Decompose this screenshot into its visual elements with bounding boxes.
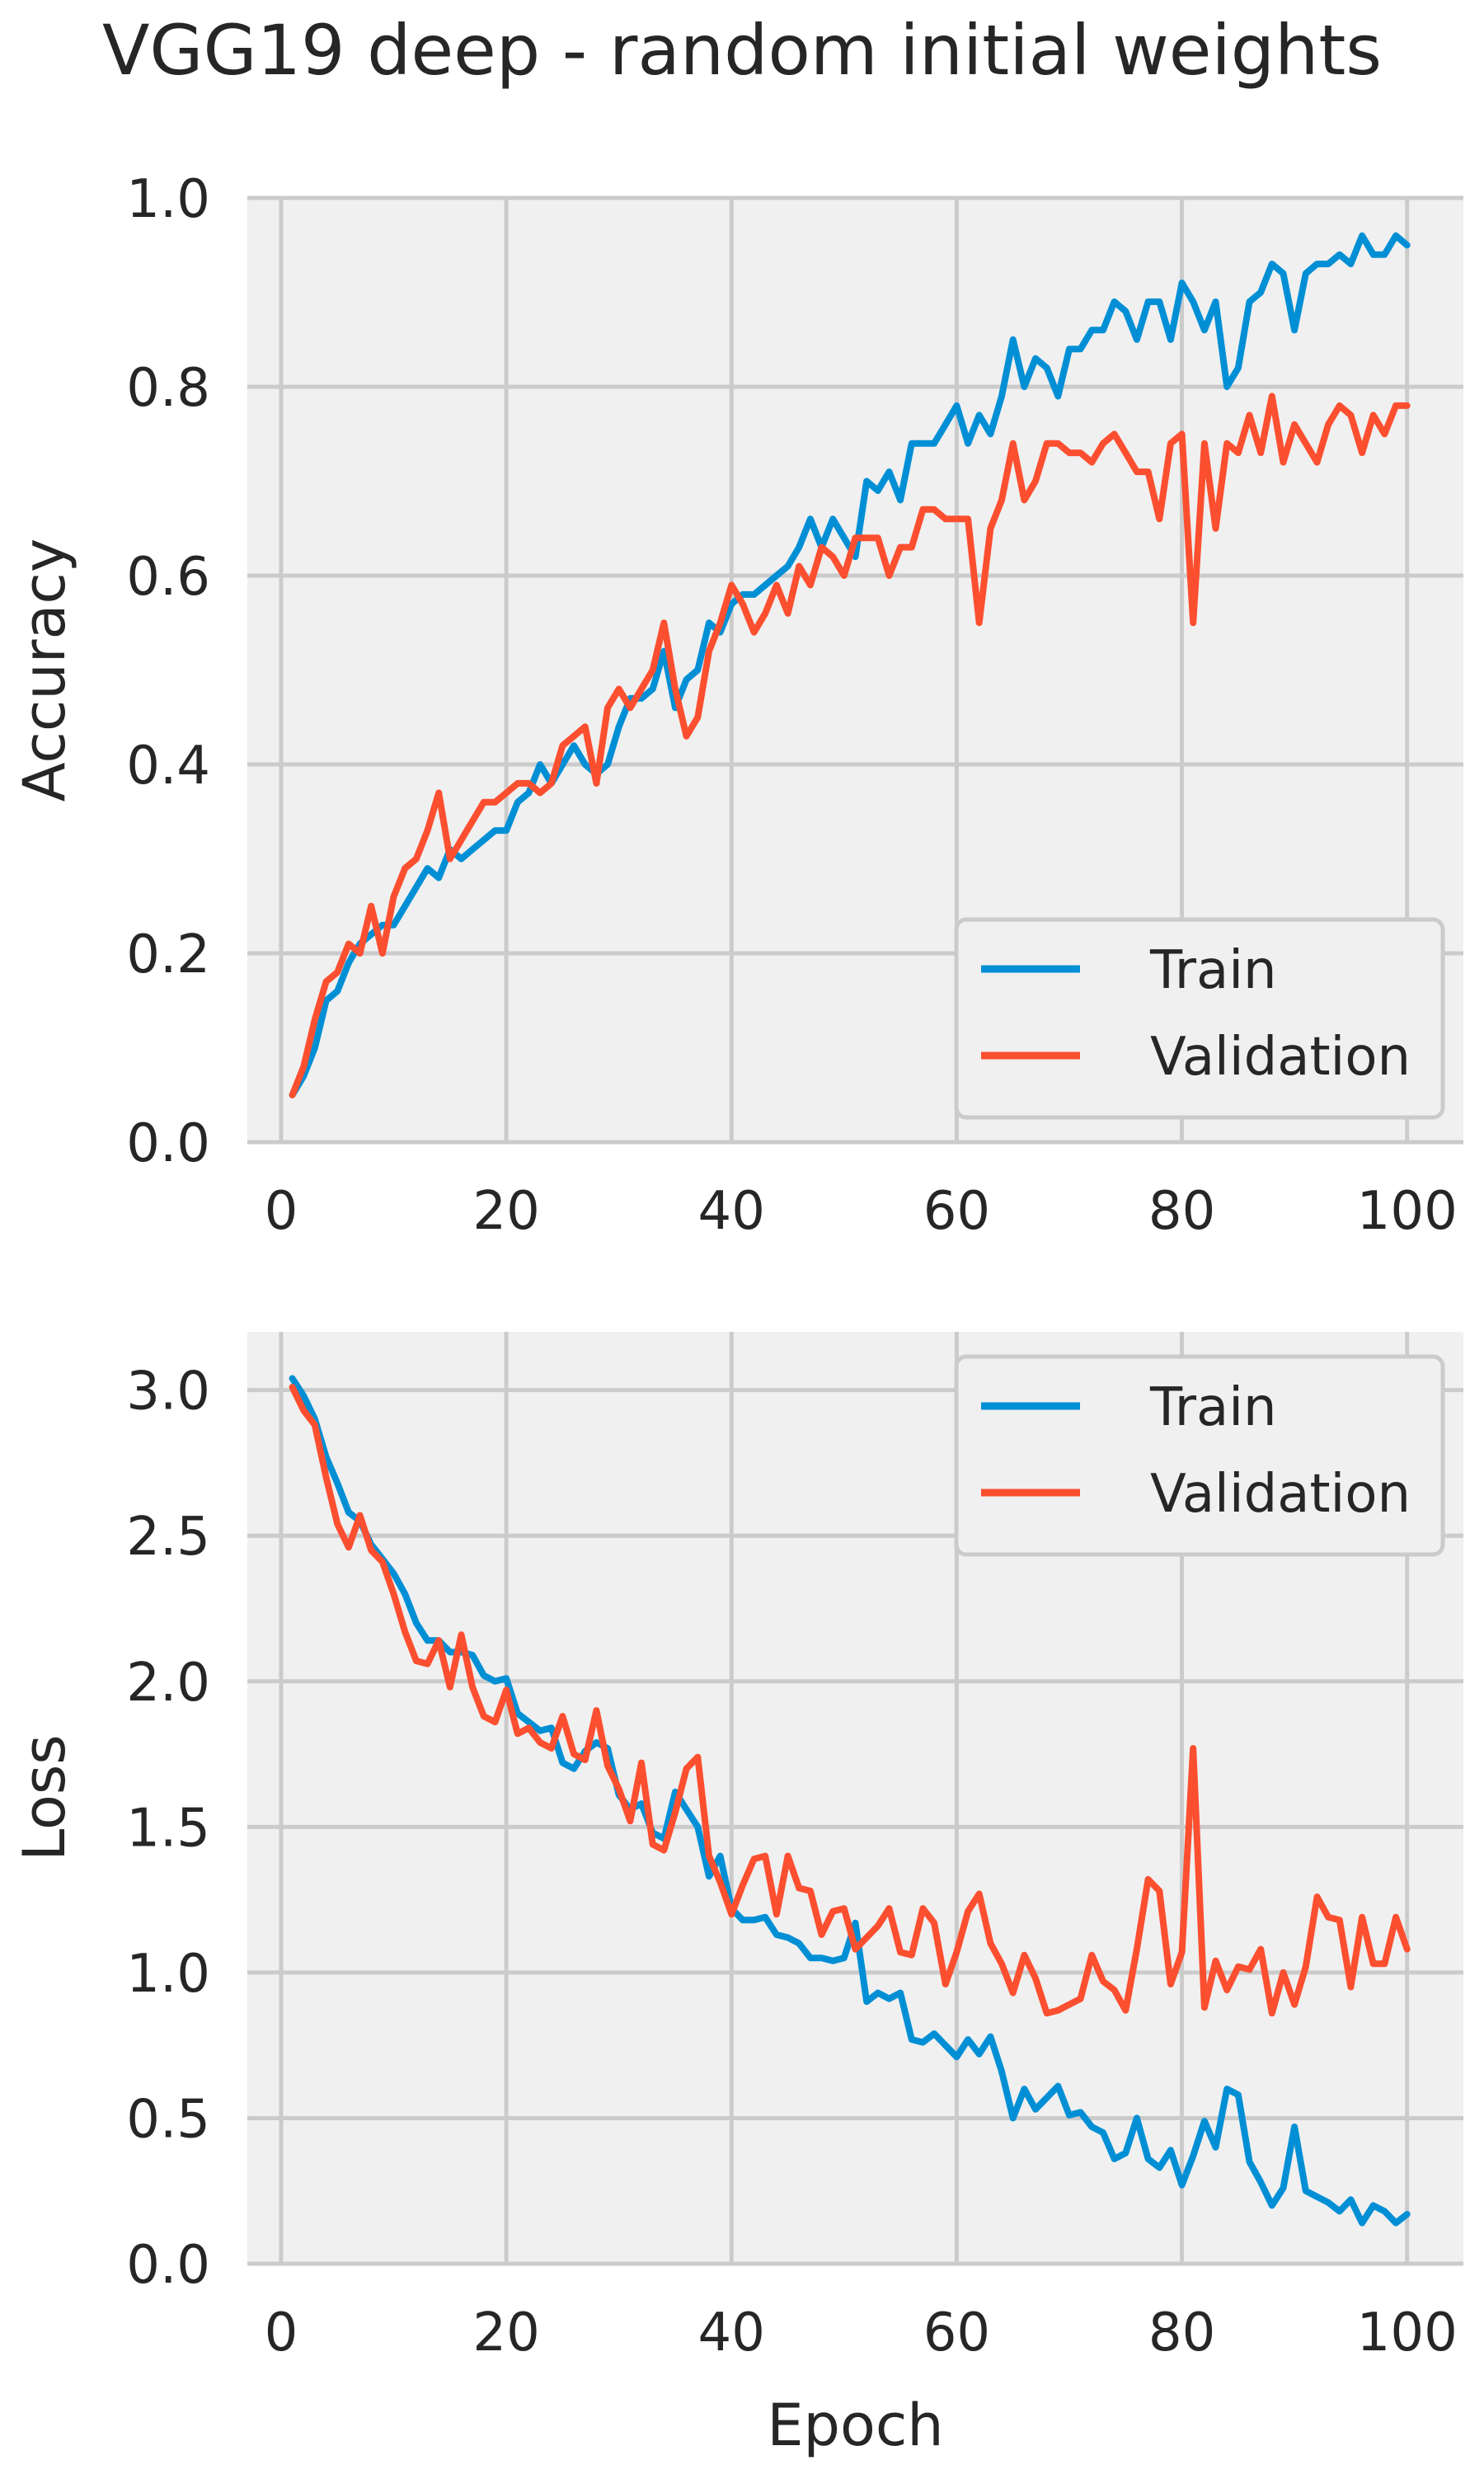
y-tick-label: 0.0	[126, 2235, 210, 2296]
legend-label-train: Train	[1149, 940, 1277, 1001]
y-tick-label: 2.5	[126, 1507, 210, 1568]
x-tick-label: 60	[923, 1181, 990, 1242]
accuracy-panel: 0 20 40 60 80 100 0.0 0.2 0.4 0.6 0.8 1.0 Accuracy Tr…	[11, 169, 1463, 1242]
figure-title: VGG19 deep - random initial weights	[102, 10, 1382, 91]
y-tick-label: 0.0	[126, 1113, 210, 1174]
y-tick-label: 1.0	[126, 169, 210, 230]
x-tick-label: 80	[1148, 1181, 1215, 1242]
x-tick-label: 60	[923, 2302, 990, 2363]
series-line-validation	[289, 1384, 1411, 2017]
series-line-validation	[289, 393, 1411, 1098]
legend-label-validation: Validation	[1150, 1027, 1411, 1088]
x-tick-label: 100	[1357, 1181, 1458, 1242]
x-tick-label: 0	[265, 2302, 298, 2363]
legend: Train Validation	[954, 917, 1445, 1120]
y-tick-label: 1.5	[126, 1798, 210, 1859]
y-axis-label: Loss	[11, 1734, 78, 1861]
x-tick-label: 100	[1357, 2302, 1458, 2363]
x-tick-label: 80	[1148, 2302, 1215, 2363]
y-tick-label: 2.0	[126, 1653, 210, 1714]
y-tick-label: 0.4	[126, 736, 210, 797]
y-tick-label: 1.0	[126, 1944, 210, 2005]
y-tick-label: 0.8	[126, 358, 210, 419]
x-tick-label: 40	[698, 1181, 765, 1242]
y-tick-label: 0.6	[126, 547, 210, 608]
y-tick-label: 0.2	[126, 924, 210, 985]
y-axis-label: Accuracy	[11, 539, 78, 802]
x-axis-label: Epoch	[767, 2392, 943, 2459]
x-tick-label: 20	[472, 1181, 539, 1242]
y-tick-label: 3.0	[126, 1362, 210, 1423]
x-tick-label: 20	[472, 2302, 539, 2363]
legend-label-train: Train	[1149, 1377, 1277, 1438]
legend: Train Validation	[954, 1354, 1445, 1557]
loss-panel: 0 20 40 60 80 100 0.0 0.5 1.0 1.5 2.0 2.5 3.0 Loss Epo…	[11, 1332, 1463, 2459]
x-tick-label: 40	[698, 2302, 765, 2363]
legend-label-validation: Validation	[1150, 1464, 1411, 1525]
y-tick-label: 0.5	[126, 2089, 210, 2150]
x-tick-label: 0	[265, 1181, 298, 1242]
